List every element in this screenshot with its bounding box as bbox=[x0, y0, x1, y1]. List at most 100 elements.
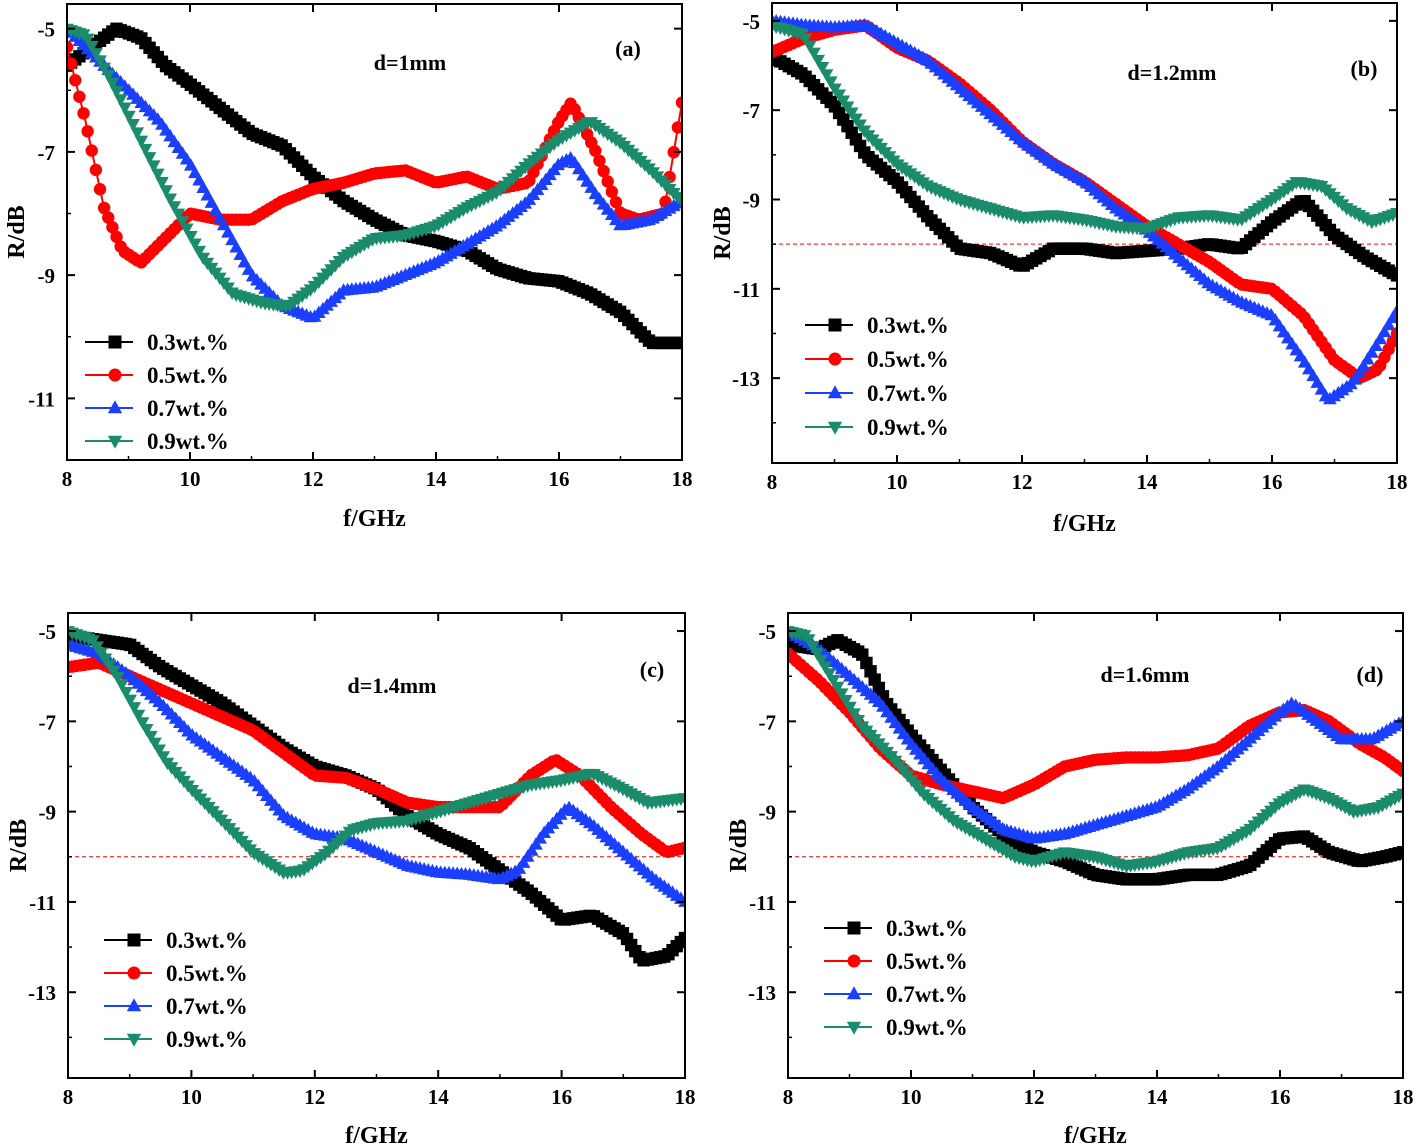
x-tick-label: 18 bbox=[1387, 470, 1408, 494]
x-tick-label: 16 bbox=[551, 1085, 572, 1109]
data-point bbox=[117, 102, 132, 115]
data-point bbox=[93, 55, 107, 68]
legend: 0.3wt.% 0.5wt.% 0.7wt.% 0.9wt.% bbox=[85, 330, 229, 454]
data-point bbox=[1396, 788, 1403, 802]
data-point bbox=[815, 62, 830, 75]
thickness-annotation: d=1mm bbox=[374, 50, 446, 75]
data-point bbox=[1360, 352, 1375, 365]
data-point bbox=[1390, 303, 1397, 317]
data-point bbox=[830, 681, 845, 695]
data-point bbox=[678, 931, 685, 945]
data-point bbox=[802, 40, 817, 53]
y-tick-label: -9 bbox=[39, 801, 57, 825]
data-point bbox=[143, 730, 158, 744]
data-point bbox=[93, 183, 107, 196]
data-point bbox=[192, 245, 206, 259]
legend-label: 0.5wt.% bbox=[147, 363, 229, 388]
y-tick-label: -13 bbox=[748, 981, 776, 1005]
legend-label: 0.7wt.% bbox=[886, 982, 968, 1007]
x-tick-label: 18 bbox=[675, 1085, 696, 1109]
data-point bbox=[188, 238, 202, 251]
data-point bbox=[127, 702, 142, 715]
data-point bbox=[678, 894, 685, 907]
data-point bbox=[85, 144, 98, 157]
chart-panel-d: 8 10 12 14 16 18 -5 -7 -9 -11 -13 f/GHz R/dB d=1.6mm (… bbox=[726, 612, 1414, 1147]
legend-label: 0.5wt.% bbox=[166, 961, 248, 986]
legend-marker bbox=[828, 352, 842, 366]
x-tick-label: 16 bbox=[549, 467, 570, 491]
data-point bbox=[135, 717, 150, 730]
data-point bbox=[671, 121, 682, 134]
series-0.9wt.% bbox=[68, 626, 685, 880]
data-point bbox=[109, 85, 124, 99]
data-point bbox=[597, 164, 610, 178]
series-0.7wt.% bbox=[772, 13, 1397, 405]
data-point bbox=[131, 709, 146, 723]
data-point bbox=[818, 661, 832, 674]
panel-label: (c) bbox=[640, 657, 664, 682]
series-line bbox=[67, 46, 682, 265]
legend-marker bbox=[107, 400, 123, 414]
series-0.9wt.% bbox=[788, 626, 1403, 874]
series-0.7wt.% bbox=[788, 623, 1403, 844]
data-point bbox=[67, 57, 78, 70]
data-point bbox=[805, 641, 820, 654]
chart-panel-c: 8 10 12 14 16 18 -5 -7 -9 -11 -13 f/GHz R/dB d=1.4mm (… bbox=[6, 612, 696, 1147]
data-point bbox=[152, 744, 166, 757]
data-point bbox=[67, 40, 74, 54]
data-point bbox=[146, 160, 161, 173]
panel-label: (a) bbox=[615, 36, 641, 61]
legend-label: 0.5wt.% bbox=[867, 347, 949, 372]
legend-marker bbox=[108, 335, 122, 349]
legend-marker bbox=[126, 1033, 142, 1047]
legend-marker bbox=[827, 385, 843, 399]
data-point bbox=[130, 127, 144, 140]
x-tick-label: 10 bbox=[181, 1085, 202, 1109]
data-point bbox=[838, 695, 853, 708]
y-tick-label: -9 bbox=[743, 189, 761, 213]
y-tick-label: -7 bbox=[759, 710, 777, 734]
data-point bbox=[113, 94, 128, 107]
x-tick-label: 12 bbox=[304, 1085, 325, 1109]
data-point bbox=[115, 679, 129, 692]
legend-label: 0.9wt.% bbox=[166, 1027, 248, 1052]
thickness-annotation: d=1.2mm bbox=[1128, 60, 1217, 85]
y-tick-label: -5 bbox=[743, 10, 761, 34]
data-point bbox=[1381, 317, 1396, 331]
data-point bbox=[1390, 327, 1397, 340]
x-tick-label: 14 bbox=[1147, 1085, 1169, 1109]
legend-marker bbox=[108, 368, 122, 382]
legend-label: 0.3wt.% bbox=[867, 313, 949, 338]
y-axis-title: R/dB bbox=[726, 819, 752, 872]
legend-marker bbox=[847, 954, 861, 968]
data-point bbox=[1365, 345, 1379, 358]
data-point bbox=[847, 708, 861, 721]
data-point bbox=[89, 48, 103, 61]
legend-marker bbox=[847, 921, 861, 935]
legend-label: 0.9wt.% bbox=[886, 1015, 968, 1040]
legend-label: 0.9wt.% bbox=[147, 429, 229, 454]
panel-label: (d) bbox=[1357, 662, 1384, 687]
data-point bbox=[823, 76, 838, 89]
data-point bbox=[138, 143, 153, 157]
legend-label: 0.3wt.% bbox=[147, 330, 229, 355]
y-tick-label: -13 bbox=[732, 367, 760, 391]
legend-label: 0.5wt.% bbox=[886, 949, 968, 974]
data-point bbox=[148, 737, 162, 751]
x-tick-label: 16 bbox=[1270, 1085, 1291, 1109]
x-tick-label: 16 bbox=[1262, 470, 1283, 494]
data-point bbox=[102, 211, 115, 224]
data-point bbox=[163, 193, 178, 206]
chart-panel-b: 8 10 12 14 16 18 -5 -7 -9 -11 -13 f/GHz R/dB d=1.2mm (… bbox=[710, 2, 1408, 537]
data-point bbox=[156, 751, 171, 764]
data-point bbox=[801, 634, 816, 647]
data-point bbox=[601, 175, 614, 188]
data-point bbox=[97, 62, 111, 76]
data-point bbox=[811, 54, 825, 68]
data-point bbox=[678, 841, 685, 854]
data-point bbox=[101, 69, 116, 83]
x-tick-label: 8 bbox=[63, 1085, 74, 1109]
data-point bbox=[819, 69, 834, 82]
data-point bbox=[179, 223, 194, 236]
